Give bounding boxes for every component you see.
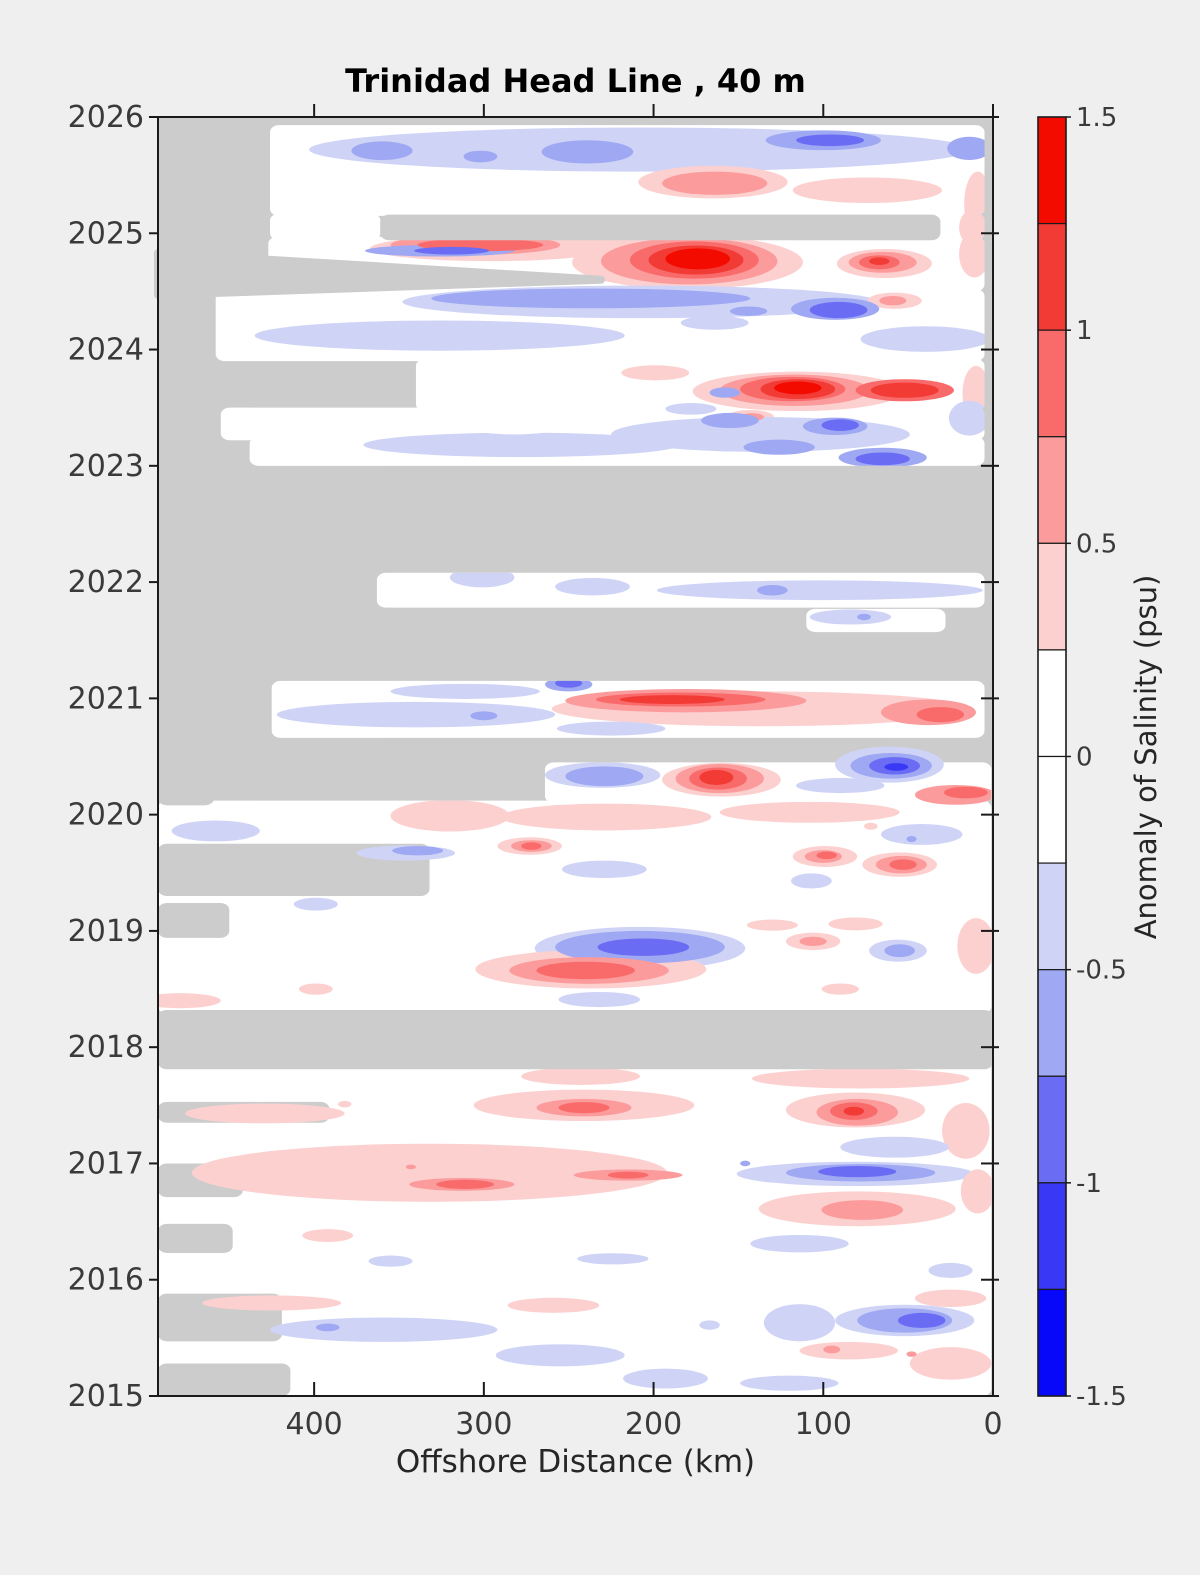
colorbar-segment bbox=[1037, 649, 1067, 758]
y-tick-label: 2022 bbox=[68, 565, 144, 600]
axes: 400 300 200 100 0 2026 2025 2024 2023 2022 2021 202… bbox=[68, 100, 1003, 1442]
missing-data-patches bbox=[158, 790, 430, 1396]
x-tick-label: 200 bbox=[625, 1407, 682, 1442]
colorbar-segment bbox=[1037, 1075, 1067, 1184]
x-tick-label: 300 bbox=[455, 1407, 512, 1442]
colorbar-segment bbox=[1037, 862, 1067, 971]
y-tick-label: 2018 bbox=[68, 1030, 144, 1065]
y-tick-label: 2026 bbox=[68, 100, 144, 135]
colorbar-tick-label: 1 bbox=[1076, 316, 1093, 346]
x-tick-label: 0 bbox=[983, 1407, 1002, 1442]
x-tick-label: 400 bbox=[286, 1407, 343, 1442]
y-tick-label: 2025 bbox=[68, 216, 144, 251]
colorbar-label: Anomaly of Salinity (psu) bbox=[1129, 574, 1163, 940]
colorbar-segment bbox=[1037, 1288, 1067, 1397]
colorbar-tick-label: 0.5 bbox=[1076, 529, 1117, 559]
y-tick-label: 2017 bbox=[68, 1146, 144, 1181]
colorbar-tick-label: -1.5 bbox=[1076, 1382, 1127, 1412]
colorbar: 1.5 1 0.5 0 -0.5 -1 -1.5 bbox=[1037, 103, 1127, 1412]
y-tick-label: 2019 bbox=[68, 914, 144, 949]
colorbar-segment bbox=[1037, 222, 1067, 331]
anomaly-contours bbox=[158, 127, 992, 1391]
colorbar-segment bbox=[1037, 116, 1067, 225]
y-tick-label: 2015 bbox=[68, 1379, 144, 1414]
colorbar-tick-label: 1.5 bbox=[1076, 103, 1117, 133]
colorbar-tick-label: -1 bbox=[1076, 1169, 1102, 1199]
colorbar-tick-label: -0.5 bbox=[1076, 956, 1127, 986]
colorbar-segment bbox=[1037, 542, 1067, 651]
colorbar-tick-label: 0 bbox=[1076, 743, 1093, 773]
y-tick-label: 2024 bbox=[68, 333, 144, 368]
y-tick-label: 2020 bbox=[68, 798, 144, 833]
y-tick-label: 2021 bbox=[68, 681, 144, 716]
colorbar-segment bbox=[1037, 969, 1067, 1077]
colorbar-segment bbox=[1037, 329, 1067, 438]
colorbar-segment bbox=[1037, 755, 1067, 864]
y-tick-label: 2023 bbox=[68, 449, 144, 484]
blue-anomaly-island bbox=[835, 746, 944, 783]
chart-title: Trinidad Head Line , 40 m bbox=[345, 62, 806, 100]
colorbar-segment bbox=[1037, 1182, 1067, 1291]
y-tick-label: 2016 bbox=[68, 1263, 144, 1298]
colorbar-segment bbox=[1037, 436, 1067, 544]
x-tick-label: 100 bbox=[795, 1407, 852, 1442]
missing-data-overlays bbox=[154, 214, 993, 1070]
x-axis-label: Offshore Distance (km) bbox=[395, 1444, 756, 1480]
